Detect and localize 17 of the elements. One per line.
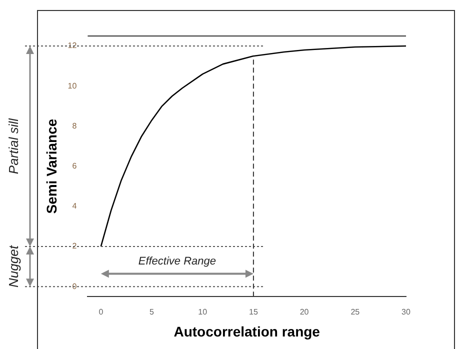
x-tick-label: 30	[402, 308, 411, 317]
x-tick-label: 20	[300, 308, 310, 317]
y-tick-label: 0	[72, 282, 78, 291]
text: Nugget	[6, 244, 21, 288]
x-tick-label: 15	[249, 308, 258, 317]
y-tick-label: 10	[68, 81, 78, 90]
y-axis-title: Semi Variance	[43, 118, 60, 214]
x-tick-label: 10	[198, 308, 208, 317]
y-tick-label: 4	[72, 202, 78, 211]
y-tick-label: 6	[72, 162, 78, 171]
x-axis-title: Autocorrelation range	[174, 323, 320, 340]
text: Partial sill	[6, 117, 21, 174]
x-tick-label: 25	[350, 308, 360, 317]
annotation: Effective Range	[138, 256, 216, 268]
y-tick-label: 8	[72, 121, 78, 130]
x-tick-label: 5	[150, 308, 155, 317]
x-tick-label: 0	[98, 308, 104, 317]
